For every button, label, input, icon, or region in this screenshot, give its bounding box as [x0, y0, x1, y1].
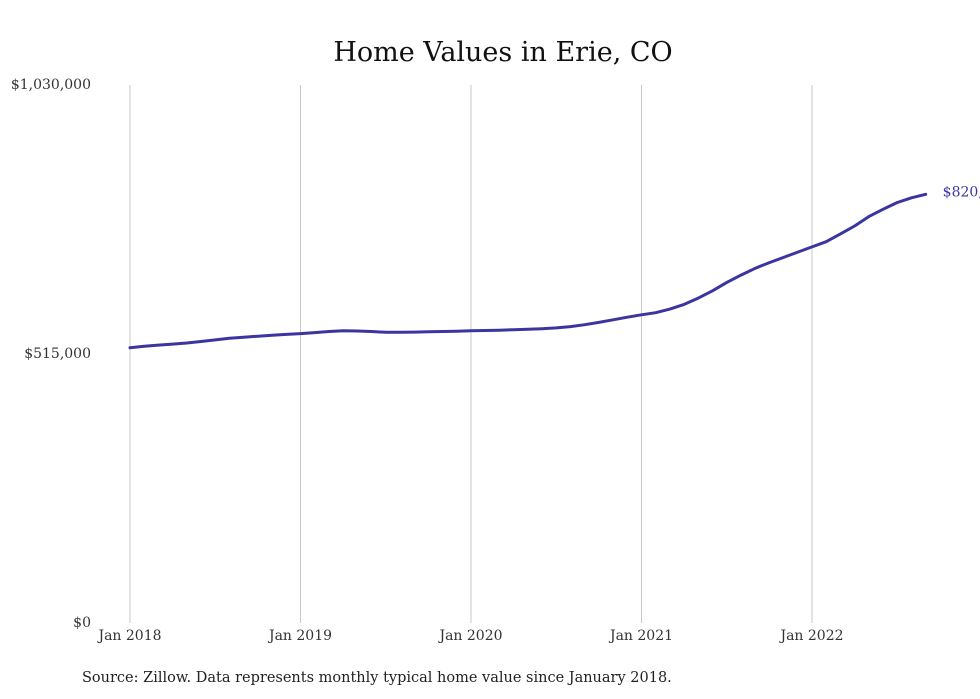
- y-axis-ticks: $0 $515,000 $1,030,000: [11, 77, 91, 631]
- source-note: Source: Zillow. Data represents monthly …: [82, 670, 672, 686]
- series-layer: [128, 192, 928, 350]
- y-tick-label-1: $515,000: [24, 346, 91, 362]
- y-tick-label-0: $0: [73, 615, 91, 631]
- y-tick-label-2: $1,030,000: [11, 77, 91, 93]
- chart-title: Home Values in Erie, CO: [333, 37, 672, 68]
- gridlines: [129, 85, 813, 623]
- x-tick-label-3: Jan 2021: [608, 628, 673, 644]
- x-tick-label-1: Jan 2019: [267, 628, 332, 644]
- series-line-0: [128, 192, 928, 350]
- x-axis-ticks: Jan 2018 Jan 2019 Jan 2020 Jan 2021 Jan 2022: [96, 628, 843, 644]
- x-tick-label-2: Jan 2020: [437, 628, 502, 644]
- x-tick-label-4: Jan 2022: [778, 628, 843, 644]
- end-value-label: $820,776: [943, 184, 980, 200]
- x-tick-label-0: Jan 2018: [96, 628, 161, 644]
- end-labels: $820,776: [943, 184, 980, 200]
